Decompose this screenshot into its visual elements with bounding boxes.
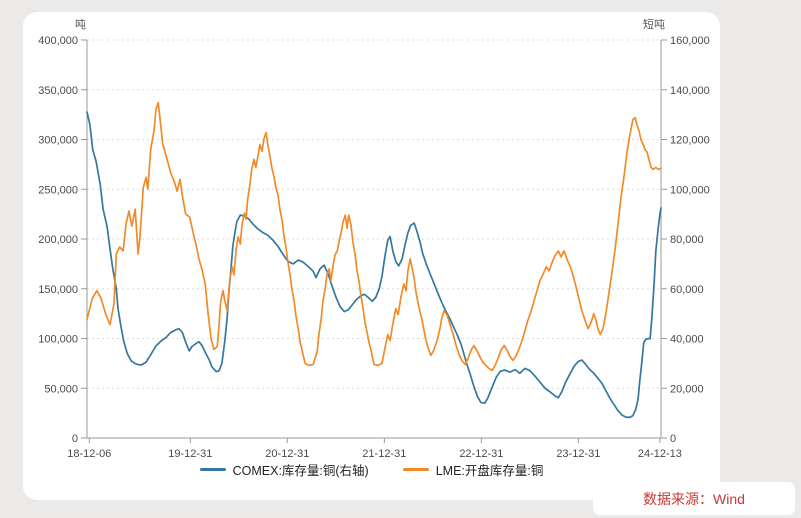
chart-legend: COMEX:库存量:铜(右轴) LME:开盘库存量:铜 — [23, 460, 720, 479]
right-axis-tick-label: 120,000 — [670, 135, 710, 147]
series-line-left — [86, 101, 662, 372]
legend-item-lme: LME:开盘库存量:铜 — [402, 460, 544, 479]
right-axis-tick-label: 160,000 — [670, 35, 710, 47]
right-axis-unit-label: 短吨 — [643, 19, 665, 31]
x-axis-tick-label: 20-12-31 — [265, 448, 309, 460]
left-axis-tick-label: 100,000 — [38, 334, 78, 346]
comex-line-swatch — [199, 468, 226, 471]
legend-item-comex: COMEX:库存量:铜(右轴) — [199, 460, 369, 479]
legend-label-lme: LME:开盘库存量:铜 — [435, 464, 544, 478]
left-axis-tick-label: 350,000 — [38, 85, 78, 97]
x-axis-tick-label: 18-12-06 — [67, 448, 111, 460]
left-axis-tick-label: 250,000 — [38, 184, 78, 196]
left-axis-tick-label: 300,000 — [38, 135, 78, 147]
x-axis-tick-label: 24-12-13 — [638, 448, 682, 460]
left-axis-unit-label: 吨 — [75, 19, 86, 31]
x-axis-tick-label: 22-12-31 — [459, 448, 503, 460]
right-axis-tick-label: 140,000 — [670, 85, 710, 97]
x-axis-tick-label: 23-12-31 — [556, 448, 600, 460]
left-axis-tick-label: 0 — [72, 433, 78, 445]
left-axis-tick-label: 150,000 — [38, 284, 78, 296]
left-axis-tick-label: 50,000 — [44, 383, 78, 395]
chart-panel: 吨 短吨 400,000 160,000 350,000 140,000 300,000… — [23, 12, 720, 500]
x-axis-tick-label: 19-12-31 — [168, 448, 212, 460]
right-axis-tick-label: 100,000 — [670, 184, 710, 196]
right-axis-tick-label: 60,000 — [670, 284, 704, 296]
series-line-right — [86, 111, 662, 419]
right-axis-tick-label: 20,000 — [670, 383, 704, 395]
left-axis-tick-label: 400,000 — [38, 35, 78, 47]
data-source-badge: 数据来源：Wind — [593, 482, 795, 515]
right-axis-tick-label: 0 — [670, 433, 676, 445]
x-axis-tick-label: 21-12-31 — [362, 448, 406, 460]
right-axis-tick-label: 40,000 — [670, 334, 704, 346]
left-axis-tick-label: 200,000 — [38, 234, 78, 246]
legend-label-comex: COMEX:库存量:铜(右轴) — [232, 464, 369, 478]
data-source-label: 数据来源：Wind — [643, 490, 745, 507]
chart-canvas: 400,000 160,000 350,000 140,000 300,000 120,0… — [38, 35, 710, 460]
lme-line-swatch — [402, 468, 429, 471]
right-axis-tick-label: 80,000 — [670, 234, 704, 246]
